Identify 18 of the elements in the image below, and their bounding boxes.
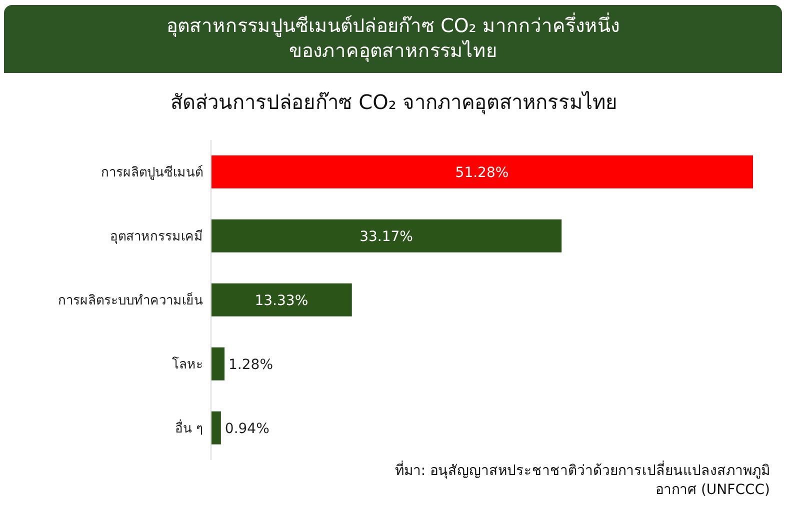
chart-subtitle: สัดส่วนการปล่อยก๊าซ CO₂ จากภาคอุตสาหกรรมไทย <box>169 89 619 116</box>
y-tick-label: การผลิตปูนซีเมนต์ <box>101 164 203 181</box>
text: ที่มา: อนุสัญญาสหประชาชาติว่าด้วยการเปลี่ยนแปลงสภาพภูมิอากาศ (UNFCCC) <box>394 462 770 500</box>
y-tick-label: อุตสาหกรรมเคมี <box>110 228 203 245</box>
chart-title: อุตสาหกรรมปูนซีเมนต์ปล่อยก๊าซ CO₂ มากกว่าครึ่งหนึ่งของภาคอุตสาหกรรมไทย <box>4 5 782 73</box>
data-label: 33.17% <box>360 228 413 245</box>
data-label: 51.28% <box>455 164 509 181</box>
y-tick-label: อื่น ๆ <box>174 420 203 437</box>
y-tick-label: โลหะ <box>172 356 203 373</box>
data-label: 1.28% <box>228 356 274 373</box>
data-label: 13.33% <box>254 292 308 309</box>
bar <box>211 347 225 380</box>
y-tick-label: การผลิตระบบทำความเย็น <box>58 290 203 309</box>
bar <box>211 155 753 188</box>
bar <box>211 219 562 252</box>
bar <box>211 283 352 316</box>
bar <box>211 411 221 444</box>
data-label: 0.94% <box>224 420 270 437</box>
